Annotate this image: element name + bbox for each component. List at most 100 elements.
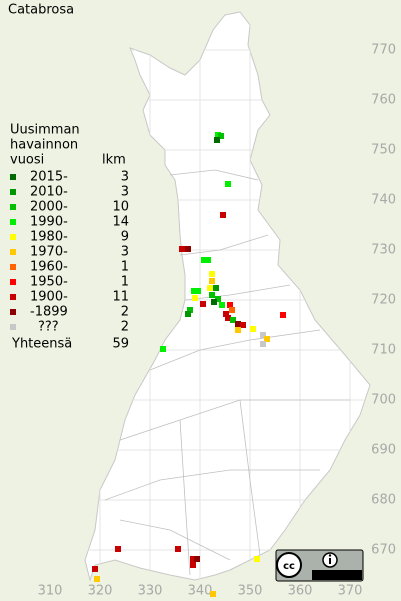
legend-count: 11 bbox=[112, 290, 129, 305]
observation bbox=[250, 326, 256, 332]
observation bbox=[187, 307, 193, 313]
observation bbox=[254, 556, 260, 562]
observation bbox=[240, 322, 246, 328]
legend-count-header: lkm bbox=[102, 153, 126, 168]
observation bbox=[209, 292, 215, 298]
observation bbox=[227, 302, 233, 308]
legend-swatch bbox=[10, 249, 16, 255]
legend-count: 1 bbox=[121, 275, 129, 290]
y-tick-label: 750 bbox=[371, 143, 396, 158]
x-tick-label: 320 bbox=[88, 584, 113, 599]
x-tick-label: 360 bbox=[288, 584, 313, 599]
observation bbox=[213, 285, 219, 291]
svg-text:cc: cc bbox=[283, 561, 295, 572]
legend-label: 1970- bbox=[30, 245, 68, 260]
observation bbox=[215, 296, 221, 302]
legend-label: ??? bbox=[38, 320, 59, 335]
x-tick-label: 370 bbox=[338, 584, 363, 599]
x-tick-label: 350 bbox=[238, 584, 263, 599]
legend-count: 9 bbox=[121, 230, 129, 245]
legend-label: 1980- bbox=[30, 230, 68, 245]
observation bbox=[194, 556, 200, 562]
legend-label: 2000- bbox=[30, 200, 68, 215]
finland-outline bbox=[84, 11, 371, 582]
y-tick-label: 680 bbox=[371, 493, 396, 508]
y-tick-label: 770 bbox=[371, 43, 396, 58]
legend-swatch bbox=[10, 309, 16, 315]
observation bbox=[264, 336, 270, 342]
observation bbox=[209, 271, 215, 277]
y-tick-label: 700 bbox=[371, 393, 396, 408]
legend-swatch bbox=[10, 264, 16, 270]
observation bbox=[205, 257, 211, 263]
observation bbox=[225, 315, 231, 321]
license-badge: cc bbox=[275, 549, 364, 582]
x-tick-label: 310 bbox=[38, 584, 63, 599]
observation bbox=[235, 327, 241, 333]
observation bbox=[185, 311, 191, 317]
observation bbox=[209, 278, 215, 284]
legend-label: -1899 bbox=[30, 305, 68, 320]
observation bbox=[260, 332, 266, 338]
legend-total-label: Yhteensä bbox=[11, 337, 72, 352]
observation bbox=[179, 246, 185, 252]
legend-label: 1900- bbox=[30, 290, 68, 305]
observation bbox=[190, 556, 196, 562]
y-tick-label: 670 bbox=[371, 543, 396, 558]
observation bbox=[210, 591, 216, 597]
observation bbox=[260, 341, 266, 347]
y-tick-label: 720 bbox=[371, 293, 396, 308]
y-tick-label: 760 bbox=[371, 93, 396, 108]
legend-swatch bbox=[10, 324, 16, 330]
y-tick-label: 740 bbox=[371, 193, 396, 208]
observation bbox=[220, 212, 226, 218]
region-borders bbox=[104, 169, 350, 576]
legend-header: havainnon bbox=[10, 138, 78, 153]
legend-count: 3 bbox=[121, 185, 129, 200]
legend-swatch bbox=[10, 279, 16, 285]
legend-header: Uusimman bbox=[10, 123, 80, 138]
legend-label: 1950- bbox=[30, 275, 68, 290]
legend-swatch bbox=[10, 204, 16, 210]
legend-label: 1960- bbox=[30, 260, 68, 275]
legend-label: 2010- bbox=[30, 185, 68, 200]
observation bbox=[229, 307, 235, 313]
x-tick-label: 330 bbox=[138, 584, 163, 599]
title: Catabrosa bbox=[8, 3, 74, 18]
legend-swatch bbox=[10, 234, 16, 240]
observation bbox=[235, 321, 241, 327]
observation bbox=[280, 312, 286, 318]
legend-swatch bbox=[10, 174, 16, 180]
legend-count: 3 bbox=[121, 245, 129, 260]
y-tick-label: 690 bbox=[371, 443, 396, 458]
legend: Uusimman havainnon vuosi lkm Yhteensä 59… bbox=[10, 123, 129, 352]
observation bbox=[115, 546, 121, 552]
legend-header: vuosi bbox=[10, 153, 44, 168]
legend-swatch bbox=[10, 189, 16, 195]
y-tick-label: 710 bbox=[371, 343, 396, 358]
y-tick-label: 730 bbox=[371, 243, 396, 258]
legend-count: 3 bbox=[121, 170, 129, 185]
observation bbox=[192, 295, 198, 301]
observation bbox=[201, 257, 207, 263]
legend-swatch bbox=[10, 219, 16, 225]
observation bbox=[225, 181, 231, 187]
observation bbox=[207, 285, 213, 291]
observation bbox=[214, 137, 220, 143]
observation bbox=[200, 301, 206, 307]
legend-count: 14 bbox=[112, 215, 129, 230]
observation bbox=[195, 288, 201, 294]
observation bbox=[185, 246, 191, 252]
observation bbox=[211, 299, 217, 305]
legend-total: 59 bbox=[112, 337, 129, 352]
observation bbox=[175, 546, 181, 552]
observation bbox=[230, 317, 236, 323]
observation bbox=[160, 346, 166, 352]
legend-label: 2015- bbox=[30, 170, 68, 185]
observation bbox=[218, 133, 224, 139]
legend-count: 10 bbox=[112, 200, 129, 215]
legend-swatch bbox=[10, 294, 16, 300]
observation bbox=[191, 288, 197, 294]
legend-count: 1 bbox=[121, 260, 129, 275]
